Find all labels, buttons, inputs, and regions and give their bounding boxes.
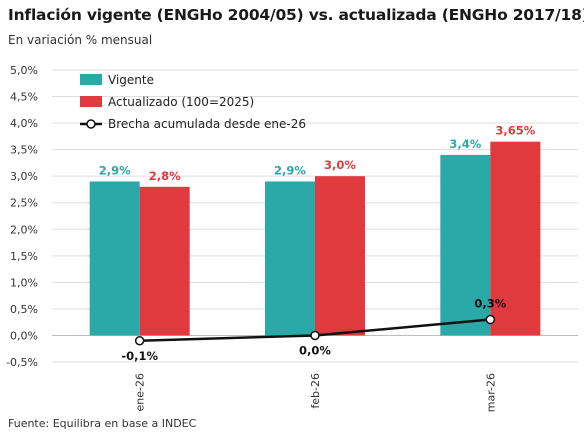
chart-title: Inflación vigente (ENGHo 2004/05) vs. ac… [8, 6, 584, 24]
bar-actualizado [139, 186, 190, 336]
data-label: 3,0% [324, 158, 356, 172]
x-tick-label: feb-26 [309, 373, 322, 409]
source-note: Fuente: Equilibra en base a INDEC [8, 417, 197, 430]
legend-marker [86, 119, 96, 129]
data-labels: 2,9% 2,9% 3,4% 2,8% 3,0% 3,65% -0,1% 0,0% 0,3% [99, 124, 536, 363]
legend-label: Actualizado (100=2025) [108, 95, 254, 109]
y-axis-ticks: -0,5% 0,0% 0,5% 1,0% 1,5% 2,0% 2,5% 3,0% 3,5% 4,0… [6, 64, 38, 369]
brecha-point [310, 330, 320, 341]
y-tick-label: 5,0% [10, 64, 38, 77]
data-label: 2,9% [274, 163, 306, 177]
legend: Vigente Actualizado (100=2025) Brecha acum… [80, 73, 306, 131]
y-tick-label: 4,5% [10, 91, 38, 104]
y-tick-label: 0,5% [10, 303, 38, 316]
x-tick-label: mar-26 [484, 373, 497, 412]
y-tick-label: -0,5% [6, 356, 38, 369]
data-label: 2,9% [99, 163, 131, 177]
bar-actualizado [315, 176, 365, 336]
bar-vigente [89, 181, 140, 336]
y-tick-label: 2,5% [10, 197, 38, 210]
chart-subtitle: En variación % mensual [8, 33, 153, 47]
y-tick-label: 3,0% [10, 170, 38, 183]
legend-swatch [80, 74, 102, 85]
y-tick-label: 1,5% [10, 250, 38, 263]
data-label: 2,8% [149, 169, 181, 183]
data-label: 3,65% [495, 124, 535, 138]
y-tick-label: 3,5% [10, 144, 38, 157]
y-tick-label: 4,0% [10, 117, 38, 130]
brecha-label: 0,0% [299, 343, 331, 357]
brecha-point [485, 314, 496, 325]
brecha-line [134, 314, 496, 346]
brecha-point [134, 336, 145, 346]
x-tick-label: ene-26 [134, 373, 147, 411]
data-label: 3,4% [449, 137, 481, 151]
legend-label: Vigente [108, 73, 154, 87]
legend-label: Brecha acumulada desde ene-26 [108, 117, 306, 131]
bar-vigente [265, 181, 315, 336]
brecha-label: -0,1% [121, 349, 158, 363]
y-tick-label: 2,0% [10, 223, 38, 236]
y-tick-label: 1,0% [10, 276, 38, 289]
x-axis-ticks: ene-26 feb-26 mar-26 [134, 373, 498, 412]
y-tick-label: 0,0% [10, 329, 38, 342]
bars [89, 141, 541, 336]
legend-swatch [80, 96, 102, 107]
bar-actualizado [490, 141, 541, 336]
bar-vigente [440, 154, 491, 336]
brecha-label: 0,3% [474, 297, 506, 311]
